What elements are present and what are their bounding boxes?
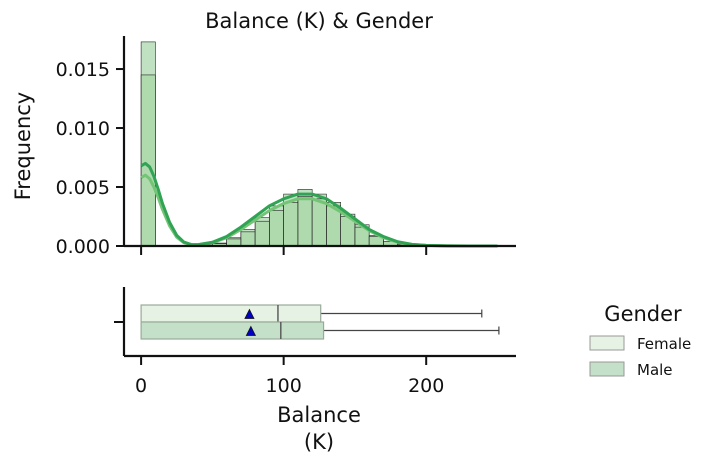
x-tick-label: 100: [266, 375, 302, 397]
legend-swatch-male: [589, 361, 625, 377]
hist-y-axis: 0.000 0.005 0.010 0.015: [56, 36, 126, 258]
x-axis-label-line2: (K): [304, 430, 334, 454]
boxplot-panel: 0 100 200 Balance (K): [114, 287, 516, 454]
hist-y-tick-label: 0.000: [56, 236, 110, 258]
hist-bar-female-70: [240, 231, 256, 247]
hist-bar-female-0: [140, 74, 156, 247]
chart-title: Balance (K) & Gender: [205, 9, 433, 33]
hist-bar-female-100: [283, 202, 299, 247]
hist-y-tick-label: 0.015: [56, 59, 110, 81]
x-tick-label: 0: [135, 375, 147, 397]
hist-y-tick-label: 0.005: [56, 177, 110, 199]
box-iqr: [140, 304, 322, 323]
box-iqr: [140, 321, 325, 340]
boxplots: [140, 304, 500, 340]
legend-title: Gender: [604, 302, 682, 326]
histogram-panel: 0.000 0.005 0.010 0.015 Frequency: [11, 36, 516, 258]
kde-line-male: [140, 161, 498, 248]
hist-x-axis: [124, 244, 516, 255]
x-axis-label-line1: Balance: [277, 403, 361, 427]
boxplot-female: [140, 304, 483, 323]
hist-y-tick-label: 0.010: [56, 118, 110, 140]
hist-bar-female-110: [297, 196, 313, 247]
legend-label-female: Female: [637, 335, 691, 353]
hist-bar-female-90: [269, 210, 284, 247]
histogram-bars: [140, 41, 498, 247]
legend: Gender Female Male: [589, 302, 691, 379]
x-tick-label: 200: [408, 375, 444, 397]
hist-bar-female-80: [254, 220, 270, 247]
legend-swatch-female: [589, 335, 625, 351]
legend-label-male: Male: [637, 361, 673, 379]
boxplot-male: [140, 321, 500, 340]
mean-marker: [245, 325, 257, 336]
y-axis-label: Frequency: [11, 92, 35, 201]
hist-bar-female-120: [311, 198, 327, 247]
mean-marker: [244, 308, 255, 319]
kde-lines: [140, 161, 498, 248]
box-axes: 0 100 200: [114, 287, 516, 397]
